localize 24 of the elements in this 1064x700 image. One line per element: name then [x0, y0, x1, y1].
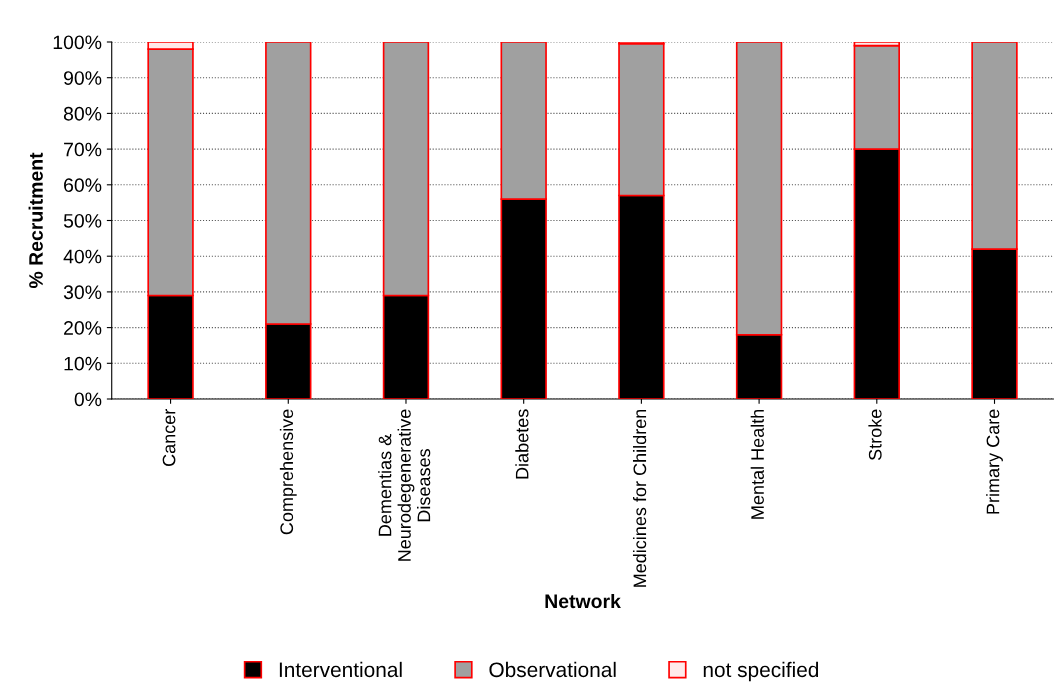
y-tick-label: 80% [63, 106, 102, 121]
y-tick-label: 100% [53, 35, 102, 50]
x-tick-label: Primary Care [986, 409, 1003, 514]
x-tick-label: Cancer [162, 409, 176, 467]
legend-label: not specified [703, 661, 819, 682]
y-tick-label: 40% [63, 249, 102, 264]
y-tick-label: 10% [64, 356, 102, 371]
y-tick-label: 50% [63, 213, 102, 228]
y-tick-label: 90% [63, 71, 102, 85]
y-tick-label: 30% [63, 285, 102, 300]
y-tick-label: 60% [64, 178, 102, 193]
x-tick-label: Medicines for Children [632, 409, 647, 587]
x-axis-title: Network [545, 593, 621, 609]
y-axis-title: % Recruitment [28, 152, 43, 289]
x-tick-label: Comprehensive [279, 409, 297, 535]
x-tick-label: Diabetes [515, 409, 529, 479]
x-tick-label: Stroke [868, 409, 882, 461]
y-tick-label: 0% [74, 392, 102, 407]
legend-label: Observational [489, 661, 616, 678]
y-tick-label: 20% [64, 321, 102, 335]
x-tick-label: Dementias & Neurodegenerative Diseases [378, 409, 431, 561]
y-tick-label: 70% [64, 142, 102, 157]
x-tick-label: Mental Health [750, 409, 764, 519]
legend-label: Interventional [279, 661, 402, 678]
